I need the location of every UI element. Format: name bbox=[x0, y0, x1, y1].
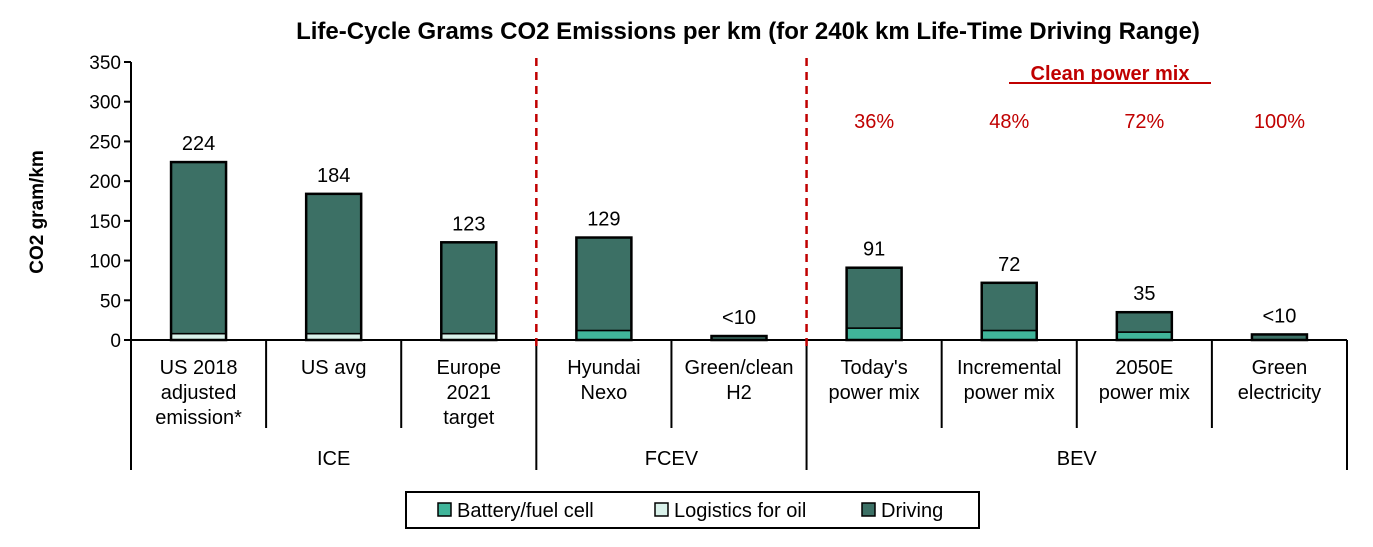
bar-outline bbox=[845, 266, 903, 342]
bar-outline bbox=[1115, 310, 1174, 342]
data-label: <10 bbox=[1262, 305, 1296, 327]
bar-segment bbox=[845, 266, 903, 329]
group-label: ICE bbox=[317, 448, 350, 470]
data-label: 72 bbox=[998, 254, 1020, 276]
legend-label: Logistics for oil bbox=[674, 500, 806, 522]
data-label: 224 bbox=[182, 133, 215, 155]
legend-label: Battery/fuel cell bbox=[457, 500, 594, 522]
category-label: adjusted bbox=[161, 382, 237, 404]
bar-segment bbox=[1116, 311, 1173, 333]
y-axis-label: CO2 gram/km bbox=[27, 150, 48, 274]
category-label: electricity bbox=[1238, 382, 1321, 404]
data-label: 129 bbox=[587, 209, 620, 231]
group-label: FCEV bbox=[645, 448, 699, 470]
data-label: <10 bbox=[722, 307, 756, 329]
category-label: US avg bbox=[301, 357, 367, 379]
legend-box bbox=[405, 491, 980, 529]
clean-power-mix-value: 72% bbox=[1124, 111, 1164, 133]
legend-swatch bbox=[861, 502, 876, 517]
category-label: Green bbox=[1252, 357, 1308, 379]
y-tick-label: 200 bbox=[89, 172, 121, 193]
bar-segment bbox=[440, 241, 498, 335]
chart-title: Life-Cycle Grams CO2 Emissions per km (f… bbox=[296, 18, 1200, 45]
data-label: 91 bbox=[863, 239, 885, 261]
clean-power-mix-heading: Clean power mix bbox=[1031, 63, 1190, 85]
bar-outline bbox=[1250, 333, 1309, 342]
category-label: power mix bbox=[1099, 382, 1190, 404]
bar-segment bbox=[575, 236, 633, 332]
category-label: Incremental bbox=[957, 357, 1062, 379]
y-tick-label: 150 bbox=[89, 212, 121, 233]
y-tick-label: 250 bbox=[89, 132, 121, 153]
clean-power-mix-value: 100% bbox=[1254, 111, 1305, 133]
group-label: BEV bbox=[1057, 448, 1098, 470]
category-label: 2021 bbox=[447, 382, 492, 404]
category-label: target bbox=[443, 407, 495, 429]
bar-outline bbox=[710, 334, 768, 342]
legend-swatch bbox=[437, 502, 452, 517]
category-label: emission* bbox=[155, 407, 242, 429]
legend-label: Driving bbox=[881, 500, 943, 522]
data-label: 35 bbox=[1133, 283, 1155, 305]
y-tick-label: 350 bbox=[89, 53, 121, 74]
category-label: Nexo bbox=[581, 382, 628, 404]
data-label: 123 bbox=[452, 213, 485, 235]
bar-segment bbox=[170, 161, 227, 335]
clean-power-mix-value: 36% bbox=[854, 111, 894, 133]
y-tick-label: 50 bbox=[100, 291, 121, 312]
bar-segment bbox=[980, 329, 1038, 341]
y-tick-label: 0 bbox=[110, 331, 121, 352]
bar-outline bbox=[575, 236, 633, 342]
legend-swatch bbox=[654, 502, 669, 517]
category-label: power mix bbox=[829, 382, 920, 404]
bar-segment bbox=[980, 282, 1038, 332]
category-label: power mix bbox=[964, 382, 1055, 404]
bar-segment bbox=[575, 329, 633, 341]
bar-segment bbox=[305, 193, 362, 335]
clean-power-mix-value: 48% bbox=[989, 111, 1029, 133]
bar-segment bbox=[845, 327, 903, 341]
category-label: Europe bbox=[437, 357, 502, 379]
category-label: Today's bbox=[841, 357, 908, 379]
category-label: 2050E bbox=[1115, 357, 1173, 379]
category-label: Green/clean bbox=[685, 357, 794, 379]
category-label: Hyundai bbox=[567, 357, 640, 379]
category-label: US 2018 bbox=[160, 357, 238, 379]
y-tick-label: 100 bbox=[89, 252, 121, 273]
category-label: H2 bbox=[726, 382, 752, 404]
plot-area: 0 50 100 150 200 250 300 350 US 2018 adjusted emis… bbox=[89, 53, 1348, 529]
bar-outline bbox=[440, 241, 498, 342]
data-label: 184 bbox=[317, 165, 350, 187]
bar-outline bbox=[980, 281, 1038, 342]
bar-outline bbox=[304, 192, 363, 342]
y-tick-label: 300 bbox=[89, 93, 121, 114]
bar-outline bbox=[169, 160, 228, 342]
